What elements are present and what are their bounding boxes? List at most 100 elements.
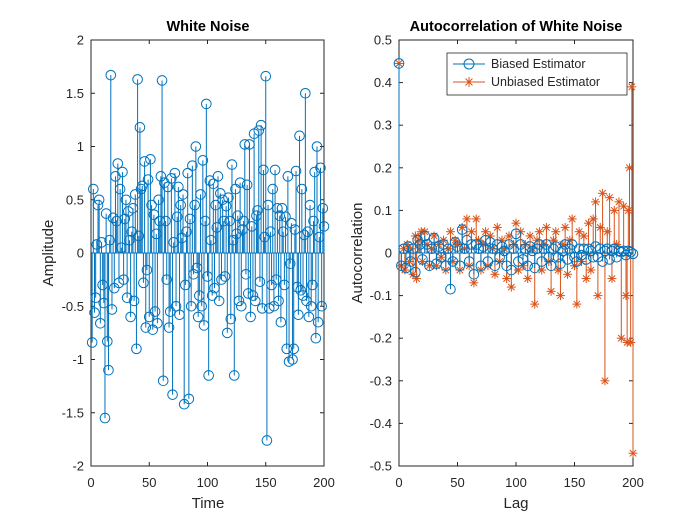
stem-marker-circle [456, 224, 468, 235]
stem-marker-asterisk-stroke [580, 232, 588, 240]
stem-marker-circle [282, 171, 294, 182]
stem-marker-circle [484, 237, 496, 248]
stem-marker-circle [225, 313, 237, 325]
stem-marker-asterisk-stroke [610, 206, 618, 214]
stem-marker-asterisk [626, 337, 636, 347]
stem-marker-circle [167, 389, 178, 400]
stem-marker-asterisk [616, 333, 626, 343]
y-tick-label: 2 [77, 33, 84, 48]
stem-marker-asterisk-stroke [484, 262, 492, 270]
stem-marker-circle [163, 322, 175, 333]
stem-marker-circle [625, 246, 636, 258]
stem-marker-asterisk [506, 282, 516, 292]
stem-marker-circle [228, 370, 240, 381]
stem-marker-asterisk [553, 265, 563, 275]
stem-marker-circle [216, 274, 227, 285]
stem-marker-circle [139, 156, 150, 167]
stem-marker-asterisk [591, 197, 601, 207]
stem-marker-asterisk [492, 222, 502, 232]
stem-marker-asterisk [551, 227, 561, 237]
stem-marker-circle [105, 69, 117, 81]
stem-marker-asterisk-stroke [547, 287, 555, 295]
stem-marker-circle [273, 295, 284, 307]
stem-marker-circle [121, 292, 133, 304]
stem-marker-circle [417, 254, 428, 265]
stem-marker-circle [213, 295, 225, 307]
stem-marker-asterisk-stroke [491, 270, 499, 278]
stem-marker-circle [510, 228, 522, 240]
stem-marker-circle [307, 279, 318, 291]
stem-marker-circle [274, 210, 286, 222]
stem-marker-circle [112, 158, 124, 169]
stem-marker-circle [317, 202, 329, 214]
stem-marker-circle [318, 221, 330, 232]
legend-marker-circle [463, 58, 475, 70]
stem-marker-circle [241, 179, 253, 191]
stem-marker-circle [253, 125, 265, 136]
stem-group [86, 69, 330, 446]
stem-marker-circle [132, 74, 143, 85]
stem-marker-asterisk [624, 163, 634, 173]
stem-marker-asterisk [628, 448, 638, 458]
stem-marker-asterisk [567, 214, 577, 224]
white-noise-chart: White Noise 0 50 100 150 200 -2 -1.5 -1 -0.5 0 0.5… [40, 19, 335, 512]
stem-marker-circle [590, 241, 601, 252]
legend-marker-asterisk [464, 77, 474, 87]
x-tick-label: 150 [255, 475, 277, 490]
stem-marker-asterisk-stroke [482, 228, 490, 236]
stem-marker-circle [149, 306, 161, 317]
x-tick-label: 50 [450, 475, 464, 490]
stem-marker-asterisk-stroke [526, 232, 534, 240]
stem-marker-circle [206, 290, 218, 301]
stem-marker-asterisk [469, 278, 479, 288]
y-tick-label: -2 [72, 459, 84, 474]
stem-marker-circle [232, 210, 244, 222]
stem-marker-circle [86, 337, 98, 348]
stem-marker-circle [187, 160, 198, 171]
x-tick-label: 200 [313, 475, 335, 490]
stem-marker-circle [93, 194, 105, 206]
stem-marker-circle [153, 194, 164, 206]
stem-marker-asterisk-stroke [531, 300, 539, 308]
stem-marker-circle [393, 58, 405, 69]
stem-marker-asterisk-stroke [538, 266, 546, 274]
stem-marker-asterisk-stroke [477, 266, 485, 274]
stem-marker-circle [293, 309, 304, 321]
y-tick-label: 1.5 [66, 86, 84, 101]
stem-marker-asterisk [607, 274, 617, 284]
stem-marker-circle [160, 215, 171, 227]
stem-marker-asterisk-stroke [512, 219, 520, 227]
stem-marker-circle [223, 192, 234, 203]
stem-marker-circle [204, 175, 216, 186]
stem-marker-circle [146, 199, 157, 211]
stem-marker-circle [131, 343, 142, 355]
stem-marker-circle [627, 248, 639, 260]
y-tick-label: -0.5 [370, 459, 392, 474]
stem-marker-asterisk [560, 222, 570, 232]
stem-marker-circle [215, 188, 226, 199]
stem-marker-circle [311, 141, 323, 152]
stem-marker-circle [275, 316, 287, 328]
stem-marker-asterisk [619, 201, 629, 211]
stem-marker-circle [143, 311, 155, 323]
stem-marker-circle [295, 284, 307, 296]
stem-marker-asterisk [579, 231, 589, 241]
stem-marker-circle [211, 222, 223, 233]
stem-marker-circle [201, 98, 212, 110]
stem-marker-circle [219, 271, 231, 282]
stem-marker-circle [196, 300, 207, 312]
stem-marker-asterisk [623, 205, 633, 215]
stem-marker-circle [104, 234, 115, 246]
stem-marker-asterisk [609, 205, 619, 215]
stem-marker-circle [152, 317, 163, 329]
stem-marker-asterisk-stroke [587, 266, 595, 274]
stem-marker-asterisk-stroke [601, 377, 609, 385]
stem-marker-circle [281, 343, 293, 355]
stem-marker-circle [290, 165, 302, 177]
stem-marker-circle [197, 155, 209, 166]
stem-marker-circle [224, 215, 235, 227]
y-tick-label: 1 [77, 139, 84, 154]
stem-marker-asterisk [605, 193, 615, 203]
y-tick-label: 0 [385, 246, 392, 261]
stem-marker-asterisk [534, 227, 544, 237]
